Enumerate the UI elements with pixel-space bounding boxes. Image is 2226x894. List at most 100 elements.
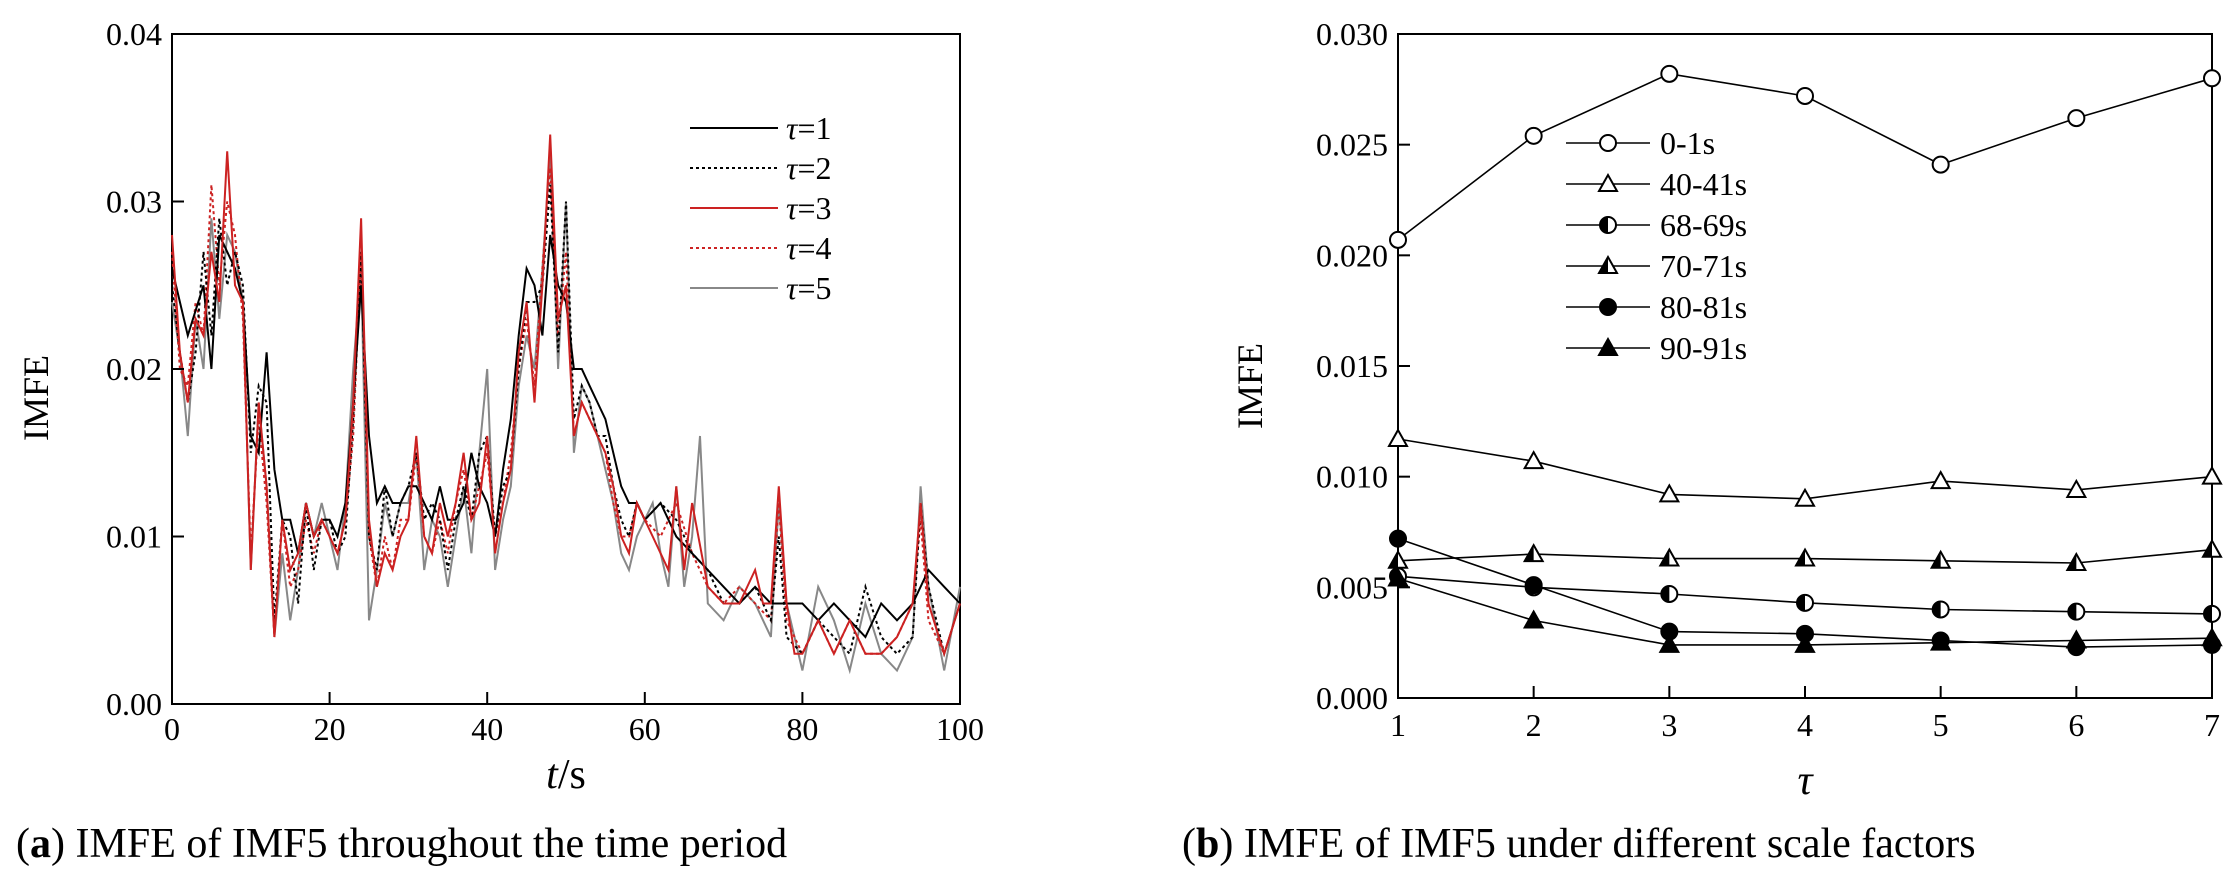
panel-b-legend-marker (1597, 336, 1619, 356)
panel-b-legend-label: 68-69s (1660, 207, 1747, 243)
panel-a-y-ticks: 0.00 0.01 0.02 0.03 0.04 (106, 16, 184, 722)
panel-a-series-line-tau1 (171, 234, 961, 639)
panel-b-point-40-41s (1658, 483, 1681, 503)
caption-a-text: IMFE of IMF5 throughout the time period (75, 821, 788, 867)
panel-a-legend-symbol: τ (786, 190, 799, 226)
panel-b-x-tick-label: 6 (2068, 707, 2084, 743)
panel-a-plot-frame (171, 33, 961, 705)
panel-b-point-0-1s (1931, 155, 1950, 174)
panel-b-x-tick-label: 1 (1390, 707, 1406, 743)
panel-b-point-70-71s (2201, 538, 2223, 558)
panel-b-point-90-91s (2065, 629, 2088, 649)
panel-a-series-line-tau5 (171, 151, 961, 675)
panel-a-y-tick-label: 0.04 (106, 16, 162, 52)
panel-b-legend-marker (1599, 298, 1617, 316)
panel-a-legend-value: =2 (797, 150, 831, 186)
panel-a-legend-value: =3 (797, 190, 831, 226)
panel-b-point-68-69s (1660, 584, 1679, 603)
panel-a-legend: τ=1τ=2τ=3τ=4τ=5 (690, 110, 832, 306)
panel-a-chart: 0 20 40 60 80 100 0.00 0.01 0.02 0.03 0.04 IMFE t… (16, 16, 984, 798)
panel-a-x-ticks: 0 20 40 60 80 100 (164, 692, 984, 747)
panel-b-point-0-1s (2067, 109, 2086, 128)
panel-a-legend-symbol: τ (786, 110, 799, 146)
panel-b-point-0-1s (1389, 230, 1407, 249)
panel-b-x-tick-label: 7 (2204, 707, 2220, 743)
panel-b-point-70-71s (1929, 549, 1952, 569)
panel-b-point-40-41s (1522, 450, 1545, 470)
panel-b-y-tick-label: 0.030 (1316, 16, 1388, 52)
panel-b-point-40-41s (1794, 487, 1816, 507)
panel-a-legend-label: τ=1 (786, 110, 832, 146)
panel-a-legend-symbol: τ (786, 150, 799, 186)
panel-a-x-tick-label: 20 (314, 711, 346, 747)
panel-b-y-tick-label: 0.025 (1316, 127, 1388, 163)
panel-b-x-tick-label: 4 (1797, 707, 1813, 743)
panel-b-point-68-69s (2203, 604, 2221, 623)
panel-b-series-group (1387, 64, 2223, 657)
caption-a-letter: a (30, 821, 51, 867)
panel-b-point-80-81s (1524, 576, 1543, 595)
panel-a-legend-symbol: τ (786, 230, 799, 266)
panel-b-y-ticks: 0.000 0.005 0.010 0.015 0.020 0.025 0.030 (1316, 16, 1410, 716)
caption-b-text: IMFE of IMF5 under different scale facto… (1243, 821, 1976, 867)
panel-b-point-90-91s (1387, 567, 1409, 587)
panel-b-point-70-71s (1794, 547, 1816, 567)
panel-b-point-0-1s (1660, 64, 1679, 83)
panel-a-legend-label: τ=3 (786, 190, 832, 226)
panel-a-xlabel-var: t (546, 752, 559, 798)
caption-b-letter: b (1196, 821, 1220, 867)
panel-b-x-ticks: 1 2 3 4 5 6 7 (1390, 686, 2220, 743)
panel-b-legend-label: 0-1s (1660, 125, 1715, 161)
panel-b-point-70-71s (1658, 547, 1681, 567)
panel-a-series-line-tau3 (171, 134, 961, 658)
panel-b-point-0-1s (1524, 126, 1543, 145)
panel-b-legend-marker (1597, 254, 1619, 274)
panel-b-point-0-1s (1796, 86, 1814, 105)
panel-a-xlabel-unit: /s (558, 752, 586, 798)
caption-b: (b) IMFE of IMF5 under different scale f… (1182, 821, 1976, 867)
panel-b-point-68-69s (1796, 593, 1814, 612)
panel-b-xlabel: τ (1797, 758, 1814, 804)
panel-a-legend-value: =1 (797, 110, 831, 146)
panel-a-x-tick-label: 60 (629, 711, 661, 747)
panel-a-y-tick-label: 0.00 (106, 686, 162, 722)
panel-a-x-tick-label: 0 (164, 711, 180, 747)
panel-b-y-tick-label: 0.015 (1316, 348, 1388, 384)
panel-a-x-tick-label: 40 (471, 711, 503, 747)
panel-b-point-70-71s (1522, 543, 1545, 563)
panel-b-x-tick-label: 2 (1526, 707, 1542, 743)
panel-a-legend-value: =5 (797, 270, 831, 306)
panel-b-point-90-91s (1794, 633, 1816, 653)
panel-a-y-tick-label: 0.02 (106, 351, 162, 387)
panel-a-legend-label: τ=4 (786, 230, 832, 266)
panel-b-legend-label: 40-41s (1660, 166, 1747, 202)
panel-a-y-tick-label: 0.01 (106, 519, 162, 555)
panel-a-legend-label: τ=2 (786, 150, 832, 186)
panel-b-ylabel: IMFE (1230, 343, 1270, 429)
panel-b-y-tick-label: 0.010 (1316, 459, 1388, 495)
panel-b-legend-marker (1599, 216, 1617, 234)
panel-b-point-40-41s (1387, 428, 1409, 448)
panel-a-legend-value: =4 (797, 230, 831, 266)
panel-a-y-tick-label: 0.03 (106, 184, 162, 220)
panel-b-point-68-69s (2067, 602, 2086, 621)
panel-b-point-70-71s (2065, 551, 2088, 571)
panel-a-series-group (171, 134, 961, 675)
panel-b-legend-label: 70-71s (1660, 248, 1747, 284)
panel-b-point-90-91s (2201, 627, 2223, 647)
panel-b-point-68-69s (1931, 600, 1950, 619)
panel-a-xlabel: t/s (546, 752, 586, 798)
panel-b-point-40-41s (2201, 465, 2223, 485)
panel-b-legend-label: 90-91s (1660, 330, 1747, 366)
caption-a: (a) IMFE of IMF5 throughout the time per… (16, 821, 788, 867)
panel-b-point-80-81s (1389, 529, 1407, 548)
panel-b-point-0-1s (2203, 69, 2221, 88)
panel-b-legend-marker (1599, 134, 1617, 152)
panel-a-x-tick-label: 80 (786, 711, 818, 747)
panel-b-point-90-91s (1929, 631, 1952, 651)
panel-b-legend: 0-1s 40-41s 68-69s 70-71s 80-81s 90-91s (1566, 125, 1747, 366)
panel-b-y-tick-label: 0.005 (1316, 569, 1388, 605)
panel-b-point-40-41s (1929, 470, 1952, 490)
